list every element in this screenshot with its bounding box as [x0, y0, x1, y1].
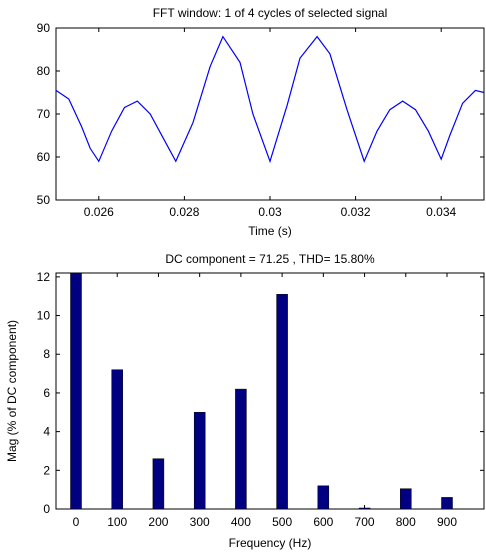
time-chart-ticks: 0.026 0.028 0.03 0.032 0.034 50 60 70 80 90	[37, 21, 484, 219]
time-x-tick-label: 0.032	[341, 205, 371, 219]
time-signal-line	[55, 35, 485, 164]
time-y-tick-label: 60	[37, 150, 51, 164]
time-chart-xlabel: Time (s)	[248, 224, 292, 238]
fft-x-tick-label: 300	[190, 515, 210, 529]
fft-chart-bars	[70, 272, 453, 510]
fft-spectrum-chart: DC component = 71.25 , THD= 15.80% 0 100 2…	[5, 252, 485, 550]
fft-y-tick-label: 4	[43, 425, 50, 439]
fft-y-tick-label: 0	[43, 502, 50, 516]
fft-chart-xlabel: Frequency (Hz)	[229, 536, 312, 550]
fft-bar	[235, 388, 247, 510]
time-x-tick-label: 0.034	[426, 205, 456, 219]
time-y-tick-label: 80	[37, 64, 51, 78]
fft-x-tick-label: 200	[148, 515, 168, 529]
time-chart-plot-area	[55, 27, 485, 201]
fft-bar	[111, 369, 123, 510]
time-y-tick-label: 90	[37, 21, 51, 35]
time-x-tick-label: 0.03	[258, 205, 282, 219]
fft-x-tick-label: 600	[313, 515, 333, 529]
fft-x-tick-label: 100	[107, 515, 127, 529]
fft-x-tick-label: 800	[396, 515, 416, 529]
fft-bar	[152, 458, 165, 510]
fft-x-tick-label: 900	[437, 515, 457, 529]
fft-chart-title: DC component = 71.25 , THD= 15.80%	[165, 252, 375, 266]
fft-chart-plot-area	[55, 272, 485, 510]
fft-bar	[193, 412, 206, 510]
time-y-tick-label: 70	[37, 107, 51, 121]
fft-bar	[358, 507, 371, 510]
fft-y-tick-label: 8	[43, 347, 50, 361]
fft-x-tick-label: 400	[231, 515, 251, 529]
fft-chart-ticks: 0 100 200 300 400 500 600 700 800 900 0 2 4 6 8 10 12	[37, 270, 484, 529]
fft-x-tick-label: 700	[355, 515, 375, 529]
time-chart-series	[55, 35, 485, 164]
fft-bar	[276, 294, 288, 510]
fft-bar	[70, 272, 82, 510]
time-x-tick-label: 0.028	[169, 205, 199, 219]
fft-bar	[317, 485, 330, 510]
time-x-tick-label: 0.026	[84, 205, 114, 219]
fft-y-tick-label: 10	[37, 309, 51, 323]
fft-bar	[400, 488, 412, 510]
fft-chart-ylabel: Mag (% of DC component)	[5, 320, 19, 462]
fft-bar	[441, 497, 453, 510]
time-chart-title: FFT window: 1 of 4 cycles of selected si…	[153, 6, 388, 20]
fft-y-tick-label: 2	[43, 463, 50, 477]
fft-x-tick-label: 0	[73, 515, 80, 529]
time-y-tick-label: 50	[37, 193, 51, 207]
fft-y-tick-label: 12	[37, 270, 51, 284]
time-domain-chart: FFT window: 1 of 4 cycles of selected si…	[37, 6, 485, 238]
fft-y-tick-label: 6	[43, 386, 50, 400]
fft-x-tick-label: 500	[272, 515, 292, 529]
